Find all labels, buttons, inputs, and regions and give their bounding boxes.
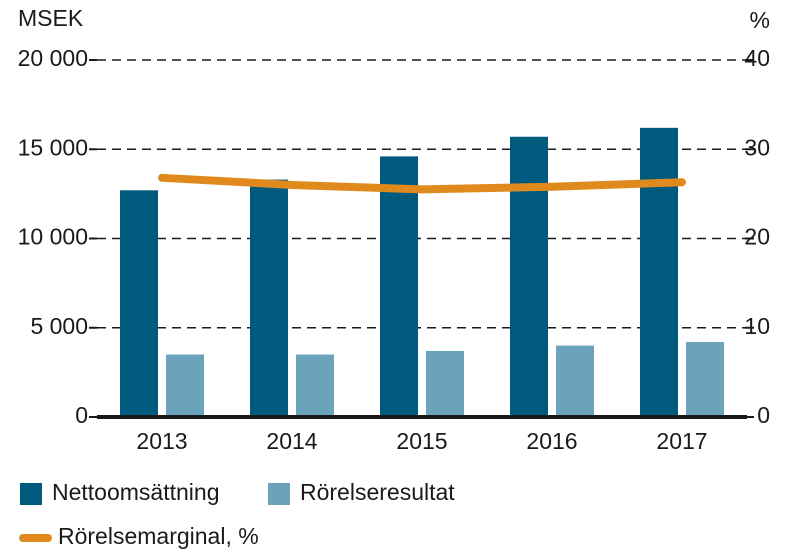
y-tick-label: 0 [75,402,88,428]
y2-tick-label: 0 [757,402,770,428]
line [158,173,686,194]
bar [426,350,464,417]
legend-label: Nettoomsättning [52,479,219,505]
bar [510,136,548,417]
bar [296,354,334,417]
legend-label: Rörelseresultat [300,479,455,505]
bar [380,156,418,417]
x-tick-label: 2016 [526,428,577,454]
bar [120,190,158,417]
y2-axis-label: % [750,7,770,33]
legend-swatch [20,483,42,505]
x-tick-label: 2017 [656,428,707,454]
bar [686,342,724,417]
y2-tick-label: 30 [744,134,770,160]
y-tick-label: 10 000 [18,224,88,250]
bar [166,354,204,417]
bar [640,127,678,417]
y2-tick-label: 10 [744,313,770,339]
y-tick-label: 5 000 [30,313,88,339]
legend-label: Rörelsemarginal, % [58,523,259,549]
x-tick-label: 2014 [266,428,317,454]
x-tick-label: 2013 [136,428,187,454]
y-tick-label: 20 000 [18,45,88,71]
y2-tick-label: 40 [744,45,770,71]
bar [556,345,594,417]
y-axis-label: MSEK [18,5,84,31]
y2-tick-label: 20 [744,224,770,250]
bar [250,179,288,417]
legend-swatch [268,483,290,505]
x-tick-label: 2015 [396,428,447,454]
y-tick-label: 15 000 [18,134,88,160]
